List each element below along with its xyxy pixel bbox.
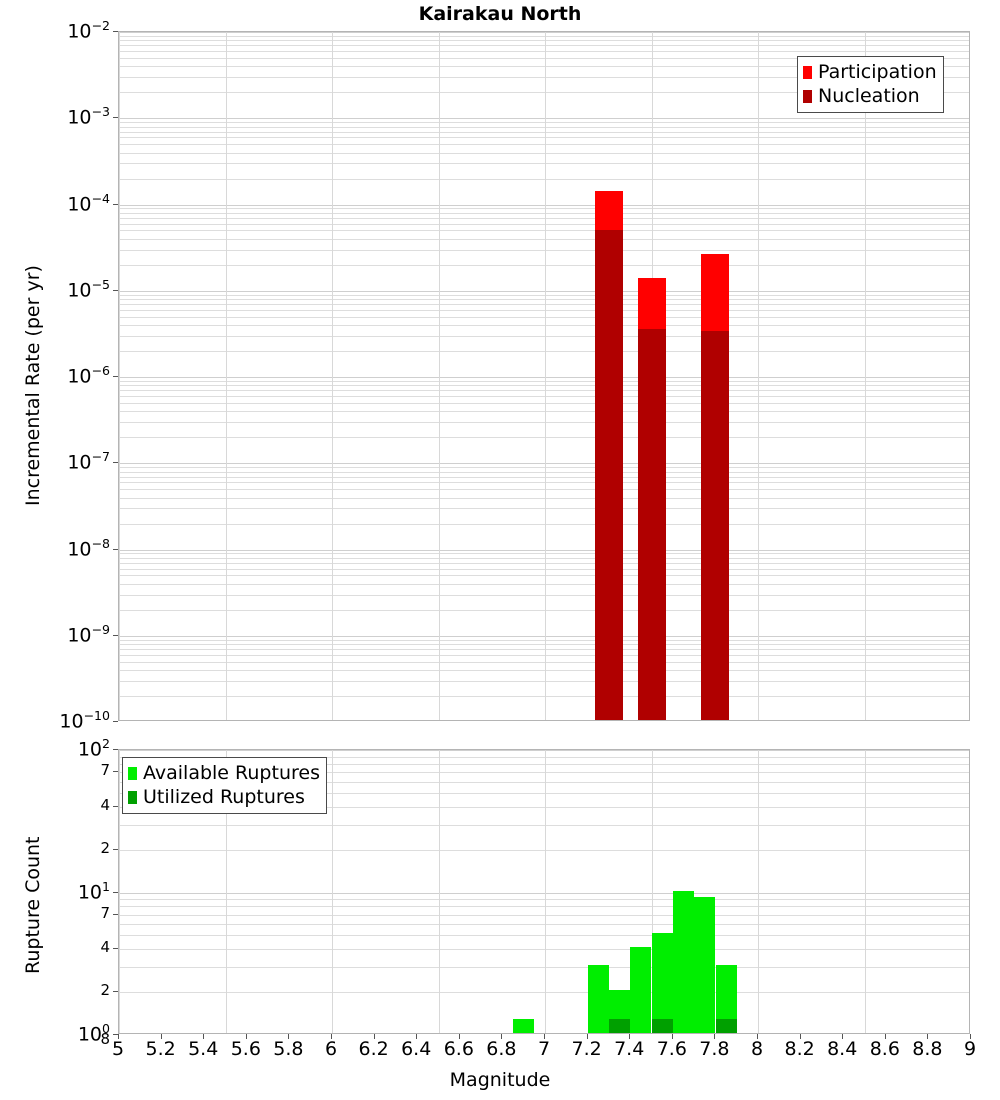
bar-group bbox=[694, 897, 716, 1033]
y-tick-label-minor: 4 bbox=[100, 795, 110, 814]
bar-group bbox=[630, 947, 652, 1033]
x-tick-label: 8.6 bbox=[869, 1038, 900, 1060]
legend-label: Available Ruptures bbox=[143, 761, 320, 784]
x-tick-label: 7.6 bbox=[656, 1038, 687, 1060]
x-tick-label: 8.8 bbox=[912, 1038, 943, 1060]
y-tick-label: 10−4 bbox=[67, 190, 110, 215]
bar-group bbox=[715, 965, 737, 1033]
bar-group bbox=[637, 277, 666, 720]
legend-item: Participation bbox=[803, 60, 937, 84]
y-tick-label: 10−3 bbox=[67, 104, 110, 129]
plot-panel-incremental-rate bbox=[118, 31, 970, 721]
y-tick-label: 10−5 bbox=[67, 276, 110, 302]
bar-segment-participation bbox=[594, 191, 623, 230]
bars-incremental-rate bbox=[119, 32, 969, 720]
x-tick-label: 6.8 bbox=[486, 1038, 517, 1060]
legend-rupture-count: Available Ruptures Utilized Ruptures bbox=[122, 757, 327, 814]
y-tick-label-minor: 7 bbox=[100, 903, 110, 922]
y-tick-label-minor: 4 bbox=[100, 938, 110, 957]
y-tick-label: 10−6 bbox=[67, 363, 110, 388]
y-tick-label: 10−10 bbox=[59, 708, 110, 733]
x-tick-label: 7.2 bbox=[571, 1038, 602, 1060]
x-tick-label: 5 bbox=[111, 1038, 125, 1060]
legend-label: Participation bbox=[818, 60, 937, 83]
bar-segment-utilized bbox=[651, 1019, 673, 1033]
chart-title: Kairakau North bbox=[418, 3, 582, 25]
bar-group bbox=[513, 1019, 535, 1033]
y-tick-label: 10−7 bbox=[67, 449, 110, 474]
y-tick-label: 10−2 bbox=[67, 18, 110, 43]
y-tick-label: 101 bbox=[77, 878, 110, 903]
x-tick-label: 8.4 bbox=[827, 1038, 858, 1060]
legend-swatch-icon bbox=[128, 790, 137, 804]
x-tick-label: 7 bbox=[537, 1038, 551, 1060]
bar-group bbox=[594, 191, 623, 720]
gridlines-top bbox=[119, 32, 969, 720]
x-tick-label: 8.2 bbox=[784, 1038, 815, 1060]
y-tick-label: 102 bbox=[77, 736, 110, 761]
x-tick-label: 6.4 bbox=[401, 1038, 432, 1060]
bar-group bbox=[672, 890, 694, 1033]
gridlines-bottom bbox=[119, 750, 969, 1033]
x-tick-label: 5.4 bbox=[188, 1038, 219, 1060]
legend-item: Nucleation bbox=[803, 84, 937, 108]
bar-segment-nucleation bbox=[594, 229, 623, 720]
x-tick-label: 5.2 bbox=[145, 1038, 176, 1060]
x-tick-label: 7.8 bbox=[699, 1038, 730, 1060]
x-axis-label: Magnitude bbox=[449, 1069, 551, 1091]
legend-incremental-rate: Participation Nucleation bbox=[797, 56, 944, 113]
bar-segment-participation bbox=[701, 254, 730, 332]
bar-group bbox=[609, 990, 631, 1033]
legend-label: Utilized Ruptures bbox=[143, 785, 305, 808]
bar-segment-nucleation bbox=[701, 331, 730, 720]
x-tick-label: 9 bbox=[963, 1038, 977, 1060]
legend-swatch-icon bbox=[803, 89, 812, 103]
bars-rupture-count bbox=[119, 750, 969, 1033]
y-tick-label: 10−8 bbox=[67, 535, 110, 560]
x-tick-label: 6.2 bbox=[358, 1038, 389, 1060]
y-tick-label: 100 bbox=[77, 1021, 110, 1046]
legend-swatch-icon bbox=[128, 766, 137, 780]
legend-item: Available Ruptures bbox=[128, 761, 320, 785]
bar-segment-utilized bbox=[715, 1019, 737, 1033]
y-tick-label-minor: 7 bbox=[100, 761, 110, 780]
x-tick-label: 5.6 bbox=[230, 1038, 261, 1060]
legend-swatch-icon bbox=[803, 65, 812, 79]
bar-segment-utilized bbox=[609, 1019, 631, 1033]
x-tick-label: 8 bbox=[750, 1038, 764, 1060]
x-tick-label: 7.4 bbox=[614, 1038, 645, 1060]
y-tick-label: 10−9 bbox=[67, 621, 110, 647]
y-tick-label-minor: 2 bbox=[100, 838, 110, 857]
x-tick-label: 6 bbox=[324, 1038, 338, 1060]
bar-group bbox=[701, 254, 730, 720]
bar-group bbox=[651, 933, 673, 1033]
bar-segment-nucleation bbox=[637, 329, 666, 720]
x-tick-label: 5.8 bbox=[273, 1038, 304, 1060]
bar-group bbox=[587, 965, 609, 1033]
legend-item: Utilized Ruptures bbox=[128, 785, 320, 809]
legend-label: Nucleation bbox=[818, 84, 920, 107]
y-tick-label-minor: 8 bbox=[100, 1030, 110, 1048]
x-tick-label: 6.6 bbox=[443, 1038, 474, 1060]
bar-segment-participation bbox=[637, 277, 666, 330]
y-tick-label-minor: 2 bbox=[100, 981, 110, 1000]
